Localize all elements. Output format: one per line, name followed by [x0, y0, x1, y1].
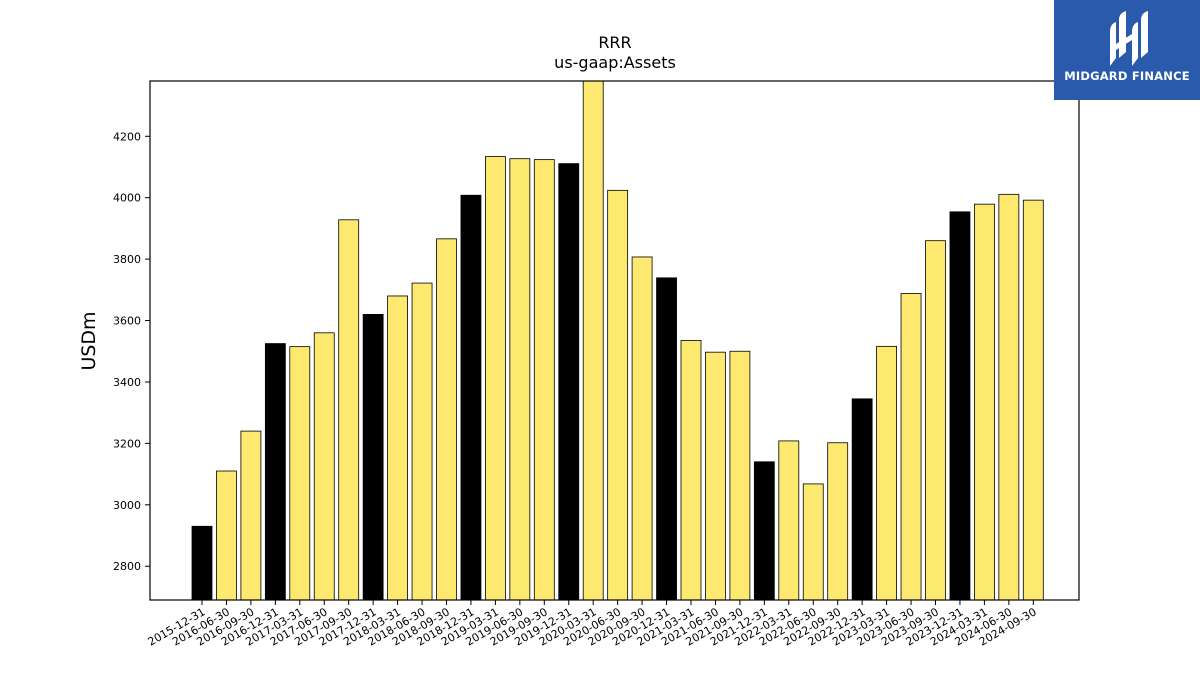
- bar: [460, 194, 482, 601]
- bar: [900, 293, 922, 601]
- bar: [925, 240, 946, 601]
- brand-mark-icon: [1110, 11, 1148, 66]
- bar: [240, 430, 262, 601]
- bar: [827, 442, 849, 601]
- bar: [338, 219, 360, 601]
- brand-logo: MIDGARD FINANCE: [1054, 0, 1200, 100]
- bar: [949, 211, 971, 601]
- bar: [362, 313, 384, 601]
- bar: [509, 158, 531, 601]
- bar: [729, 350, 751, 601]
- x-axis: 2015-12-312016-06-302016-09-302016-12-31…: [146, 600, 1039, 649]
- bar: [216, 470, 237, 601]
- plot-frame: [149, 80, 1080, 601]
- bar: [191, 525, 213, 601]
- y-tick-label: 4200: [113, 130, 141, 143]
- chart-subtitle: us-gaap:Assets: [554, 53, 676, 72]
- bar: [387, 295, 409, 601]
- y-tick-label: 3000: [113, 499, 141, 512]
- bar: [313, 332, 335, 601]
- bar: [851, 398, 873, 601]
- bar: [680, 340, 702, 601]
- bar: [607, 189, 629, 601]
- bar: [753, 461, 775, 601]
- bar: [484, 156, 506, 601]
- bars-group: [191, 80, 1044, 601]
- bar: [558, 163, 580, 601]
- bar: [631, 256, 653, 601]
- bar: [998, 193, 1020, 601]
- y-axis-label: USDm: [78, 311, 100, 370]
- bar: [264, 343, 286, 601]
- y-tick-label: 3200: [113, 437, 141, 450]
- bar: [582, 80, 604, 601]
- y-tick-label: 2800: [113, 560, 141, 573]
- bar: [656, 277, 677, 601]
- bar: [802, 483, 824, 601]
- y-tick-label: 4000: [113, 192, 141, 205]
- bar: [436, 238, 457, 601]
- bar: [778, 440, 800, 601]
- bar: [876, 345, 897, 601]
- y-tick-label: 3800: [113, 253, 141, 266]
- chart-title: RRR: [598, 33, 631, 52]
- bar: [411, 282, 433, 601]
- y-axis: 2800 3000 3200 3400 3600 3800 4000 4200: [113, 130, 150, 573]
- bar: [705, 351, 726, 601]
- brand-name: MIDGARD FINANCE: [1064, 69, 1190, 83]
- bar: [974, 203, 995, 601]
- bar: [533, 159, 555, 601]
- bar: [1022, 199, 1044, 601]
- bar: [289, 346, 311, 601]
- y-tick-label: 3600: [113, 315, 141, 328]
- y-tick-label: 3400: [113, 376, 141, 389]
